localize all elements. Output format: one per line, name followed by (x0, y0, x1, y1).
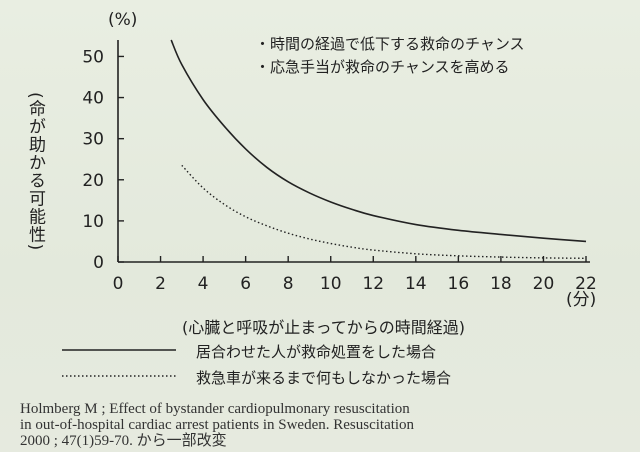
source-citation: Holmberg M ; Effect of bystander cardiop… (20, 401, 630, 449)
axes (117, 40, 590, 263)
tick-labels: 0 10 20 30 40 50 0 2 4 6 8 10 12 14 16 18 20 22 (82, 47, 596, 294)
series-line-no-action (181, 164, 587, 259)
y-unit-label: (%) (108, 10, 137, 30)
x-tick-label: 2 (155, 274, 166, 294)
series-lines (170, 39, 587, 259)
y-axis-title: (命が助かる可能性) (25, 92, 45, 252)
y-tick-label: 50 (82, 47, 104, 67)
source-line-3: 2000 ; 47(1)59-70. から一部改変 (20, 433, 227, 449)
series-line-bystander (170, 39, 587, 243)
legend-label-no-action: 救急車が来るまで何もしなかった場合 (196, 369, 452, 387)
annotation-1: ・時間の経過で低下する救命のチャンス (255, 35, 525, 53)
x-tick-label: 20 (533, 274, 555, 294)
x-tick-label: 22 (575, 274, 597, 294)
y-tick-label: 20 (82, 171, 104, 191)
x-unit-label: (分) (566, 290, 596, 310)
x-tick-label: 6 (240, 274, 251, 294)
x-tick-label: 4 (198, 274, 209, 294)
source-line-1: Holmberg M ; Effect of bystander cardiop… (20, 401, 410, 417)
x-tick-label: 14 (405, 274, 427, 294)
x-tick-label: 18 (490, 274, 512, 294)
annotation-2: ・応急手当が救命のチャンスを高める (255, 58, 510, 76)
y-tick-label: 0 (93, 253, 104, 273)
legend-label-bystander: 居合わせた人が救命処置をした場合 (196, 343, 437, 361)
legend (62, 349, 176, 377)
y-tick-label: 10 (82, 212, 104, 232)
x-tick-label: 8 (283, 274, 294, 294)
source-line-2: in out-of-hospital cardiac arrest patien… (20, 417, 415, 433)
x-tick-label: 16 (448, 274, 470, 294)
y-tick-label: 30 (82, 130, 104, 150)
x-tick-label: 12 (362, 274, 384, 294)
x-axis-title: (心臓と呼吸が止まってからの時間経過) (182, 318, 466, 337)
y-tick-label: 40 (82, 89, 104, 109)
x-tick-label: 10 (320, 274, 342, 294)
x-tick-label: 0 (113, 274, 124, 294)
